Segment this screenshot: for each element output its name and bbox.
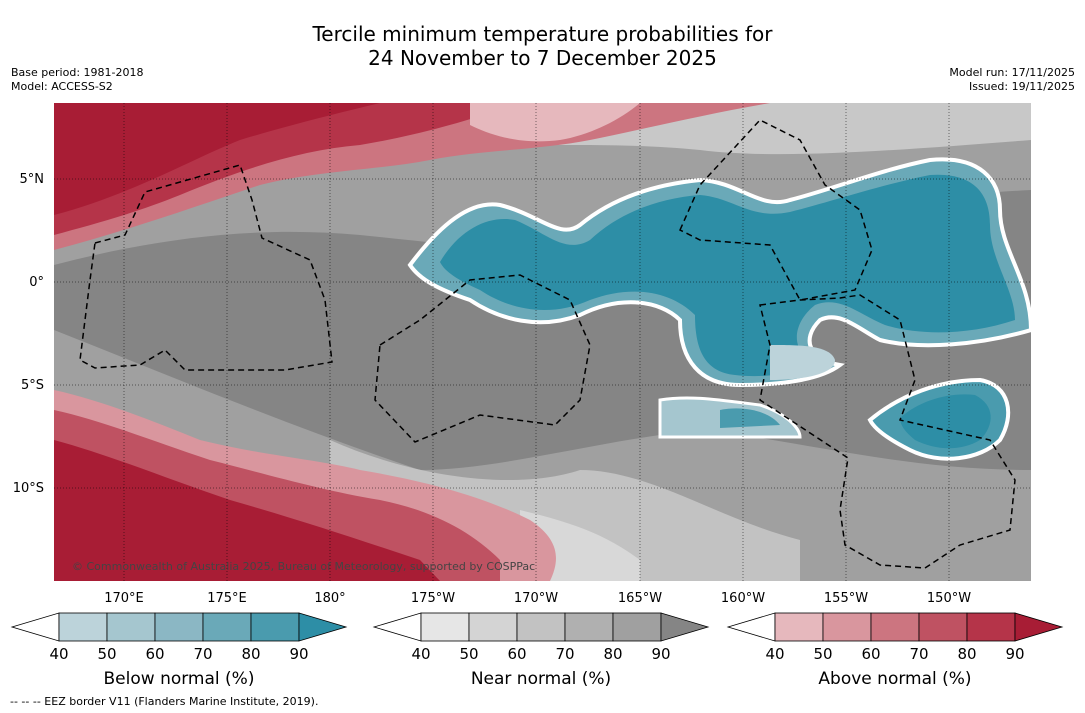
colorbar-segment <box>966 612 1016 642</box>
colorbar: 40 50 60 70 80 90 Below normal (%) <box>10 612 348 689</box>
footnote: -- -- -- EEZ border V11 (Flanders Marine… <box>10 695 319 708</box>
below-normal-central-core <box>440 174 1015 377</box>
colorbar-tick: 70 <box>555 645 574 663</box>
colorbar-segment <box>202 612 252 642</box>
lat-label: 5°S <box>21 378 44 393</box>
colorbar-tick: 40 <box>49 645 68 663</box>
lon-label: 165°W <box>618 591 662 606</box>
colorbar-segment <box>612 612 662 642</box>
copyright-text: © Commonwealth of Australia 2025, Bureau… <box>72 560 535 573</box>
lon-label: 175°E <box>207 591 247 606</box>
colorbar-label: Above normal (%) <box>818 669 971 689</box>
colorbar-right-extend <box>1014 612 1064 642</box>
colorbar-tick: 70 <box>909 645 928 663</box>
colorbar-tick: 60 <box>861 645 880 663</box>
lon-label: 160°W <box>721 591 765 606</box>
colorbar-segment <box>154 612 204 642</box>
colorbar-segment <box>870 612 920 642</box>
colorbar-segment <box>822 612 872 642</box>
lon-label: 175°W <box>411 591 455 606</box>
lon-labels: 170°E 175°E 180° 175°W 170°W 165°W 160°W… <box>104 591 971 606</box>
colorbar-segment <box>468 612 518 642</box>
map-title: Tercile minimum temperature probabilitie… <box>0 22 1085 70</box>
lat-label: 5°N <box>20 172 45 187</box>
colorbar-right-extend <box>660 612 710 642</box>
colorbar-tick: 90 <box>651 645 670 663</box>
title-line-1: Tercile minimum temperature probabilitie… <box>312 22 773 46</box>
colorbar-tick: 50 <box>813 645 832 663</box>
model-run: Model run: 17/11/2025 <box>949 66 1075 79</box>
colorbar-tick: 40 <box>411 645 430 663</box>
colorbar-right-extend <box>298 612 348 642</box>
colorbars: 40 50 60 70 80 90 Below normal (%) 40 50 60 70 80 90… <box>10 612 1064 689</box>
colorbar-tick: 80 <box>603 645 622 663</box>
colorbar-tick: 70 <box>193 645 212 663</box>
above-normal-north-light <box>470 103 640 142</box>
below-normal-light-patch <box>770 345 835 380</box>
above-normal-south-core <box>54 440 440 581</box>
colorbar-left-extend <box>10 612 60 642</box>
eez-borders <box>79 119 1016 569</box>
issued-date: Issued: 19/11/2025 <box>968 80 1075 93</box>
meta-left: Base period: 1981-2018 Model: ACCESS-S2 <box>11 66 143 94</box>
lon-label: 155°W <box>824 591 868 606</box>
colorbar-label: Below normal (%) <box>104 669 255 689</box>
colorbar-tick: 50 <box>459 645 478 663</box>
base-period: Base period: 1981-2018 <box>11 66 144 79</box>
lat-label: 10°S <box>13 481 44 496</box>
colorbar-tick: 40 <box>765 645 784 663</box>
colorbar-segment <box>250 612 300 642</box>
colorbar-tick: 60 <box>507 645 526 663</box>
colorbar: 40 50 60 70 80 90 Near normal (%) <box>372 612 710 689</box>
lat-labels: 5°N 0° 5°S 10°S <box>13 172 44 496</box>
colorbar-segment <box>774 612 824 642</box>
colorbar: 40 50 60 70 80 90 Above normal (%) <box>726 612 1064 689</box>
colorbar-left-extend <box>726 612 776 642</box>
model-name: Model: ACCESS-S2 <box>11 80 113 93</box>
above-normal-north-core <box>54 103 380 215</box>
colorbar-segment <box>58 612 108 642</box>
map-area: © Commonwealth of Australia 2025, Bureau… <box>54 103 1031 581</box>
meta-right: Model run: 17/11/2025 Issued: 19/11/2025 <box>949 66 1075 94</box>
graticule <box>54 103 1031 581</box>
below-normal-south-patch-core <box>720 408 780 428</box>
colorbar-label: Near normal (%) <box>471 669 611 689</box>
colorbar-segment <box>420 612 470 642</box>
colorbar-segment <box>516 612 566 642</box>
colorbar-tick: 50 <box>97 645 116 663</box>
colorbar-segment <box>106 612 156 642</box>
title-line-2: 24 November to 7 December 2025 <box>368 46 717 70</box>
colorbar-left-extend <box>372 612 422 642</box>
lat-label: 0° <box>29 275 44 290</box>
colorbar-tick: 60 <box>145 645 164 663</box>
colorbar-tick: 80 <box>957 645 976 663</box>
colorbar-tick: 80 <box>241 645 260 663</box>
colorbar-segment <box>918 612 968 642</box>
lon-label: 170°W <box>514 591 558 606</box>
colorbar-tick: 90 <box>1005 645 1024 663</box>
colorbar-tick: 90 <box>289 645 308 663</box>
colorbar-segment <box>564 612 614 642</box>
lon-label: 170°E <box>104 591 144 606</box>
lon-label: 150°W <box>927 591 971 606</box>
lon-label: 180° <box>314 591 345 606</box>
